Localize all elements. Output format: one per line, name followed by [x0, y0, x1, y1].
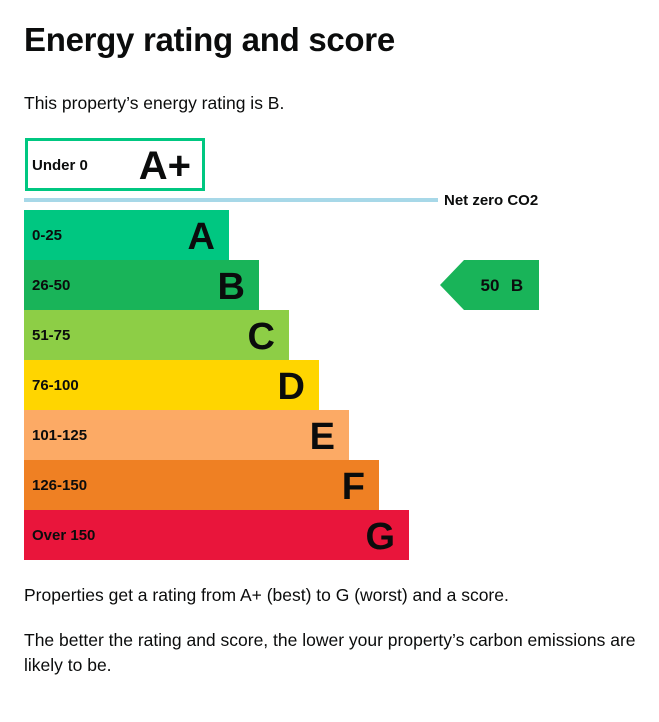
- rating-explanation: Properties get a rating from A+ (best) t…: [24, 585, 509, 605]
- band-b-range: 26-50: [32, 277, 70, 294]
- band-e-range: 101-125: [32, 427, 87, 444]
- band-f-range: 126-150: [32, 477, 87, 494]
- current-rating-letter: B: [511, 276, 523, 295]
- band-g-range: Over 150: [32, 527, 95, 544]
- band-b-bar: [24, 260, 259, 310]
- band-e-bar: [24, 410, 349, 460]
- band-a-bar: [24, 210, 229, 260]
- band-d-letter: D: [278, 366, 305, 408]
- band-d-bar: [24, 360, 319, 410]
- band-a-letter: A: [188, 216, 215, 258]
- band-f-bar: [24, 460, 379, 510]
- band-c-range: 51-75: [32, 327, 70, 344]
- band-c-bar: [24, 310, 289, 360]
- band-aplus-range: Under 0: [32, 157, 88, 174]
- band-c-letter: C: [248, 316, 275, 358]
- carbon-explanation: The better the rating and score, the low…: [24, 630, 636, 675]
- net-zero-label: Net zero CO2: [444, 192, 538, 209]
- rating-summary: This property’s energy rating is B.: [24, 93, 285, 113]
- band-aplus-box: [25, 138, 205, 191]
- band-f-letter: F: [342, 466, 365, 508]
- current-rating-marker: 50 B: [440, 260, 539, 310]
- band-a-range: 0-25: [32, 227, 62, 244]
- band-aplus-letter: A+: [139, 144, 191, 188]
- current-rating-score: 50: [481, 276, 500, 295]
- band-b-letter: B: [218, 266, 245, 308]
- band-g-letter: G: [365, 516, 395, 558]
- band-e-letter: E: [310, 416, 335, 458]
- band-g-bar: [24, 510, 409, 560]
- band-d-range: 76-100: [32, 377, 79, 394]
- current-rating-arrow: [440, 260, 539, 310]
- rating-bands: 0-25 A 26-50 B 51-75 C 76-100 D 101-125 E 126-150 F…: [24, 210, 409, 560]
- page-title: Energy rating and score: [24, 21, 395, 58]
